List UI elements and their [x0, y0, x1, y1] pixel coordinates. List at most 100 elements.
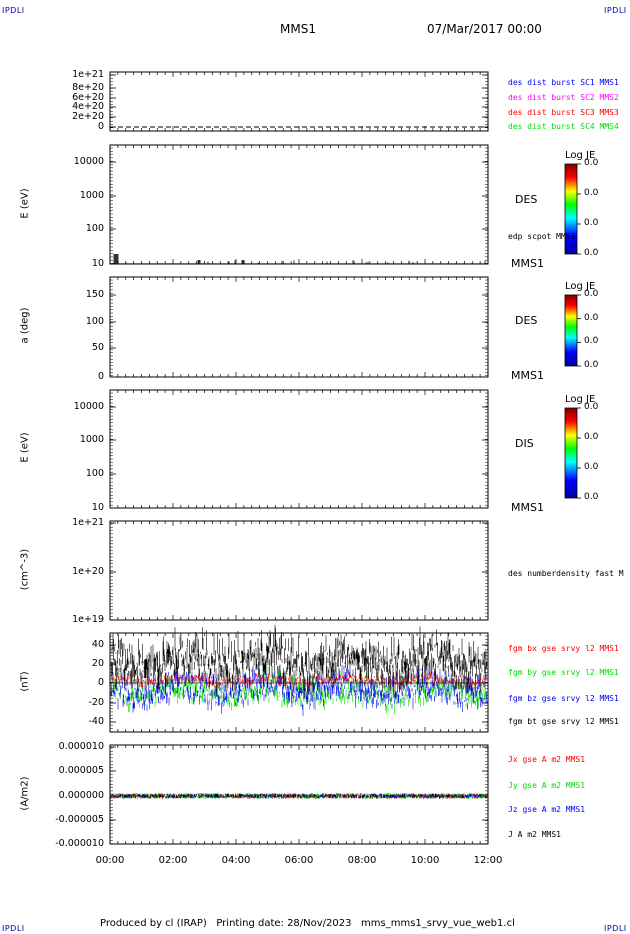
panel-frame — [109, 144, 489, 265]
y-axis-label: a (deg) — [19, 307, 31, 344]
colorbar-tick-label: 0.0 — [584, 289, 599, 299]
legend-entry: fgm bz gse srvy l2 MMS1 — [508, 694, 619, 703]
y-tick-label: 1e+19 — [72, 614, 104, 625]
colorbar — [564, 407, 578, 499]
colorbar-tick-label: 0.0 — [584, 158, 599, 168]
y-tick-label: 4e+20 — [72, 101, 104, 112]
fgm-bt-trace — [110, 624, 487, 699]
spacecraft-label: MMS1 — [511, 257, 544, 270]
date-title: 07/Mar/2017 00:00 — [427, 22, 542, 36]
colorbar-tick-label: 0.0 — [584, 462, 599, 472]
y-tick-label: 8e+20 — [72, 82, 104, 93]
corner-mark-br: IPDLI — [604, 924, 627, 933]
corner-mark-tl: IPDLI — [2, 6, 25, 15]
footer-text: Produced by cl (IRAP) Printing date: 28/… — [100, 918, 515, 929]
y-tick-label: 40 — [91, 639, 104, 650]
colorbar-tick-label: 0.0 — [584, 218, 599, 228]
colorbar-tick-label: 0.0 — [584, 312, 599, 323]
panel-frame — [109, 520, 489, 621]
legend-entry: fgm bx gse srvy l2 MMS1 — [508, 644, 619, 653]
legend-entry: des dist burst SC2 MMS2 — [508, 93, 619, 102]
colorbar-title: Log JE — [565, 150, 596, 161]
spacecraft-label: MMS1 — [511, 369, 544, 382]
y-tick-label: -20 — [88, 697, 104, 708]
y-axis-label: (nT) — [19, 670, 31, 692]
y-axis-label: (A/m2) — [19, 775, 31, 811]
y-axis-label: (cm^-3) — [19, 548, 31, 590]
y-tick-label: 10000 — [73, 401, 104, 412]
colorbar-tick-label: 0.0 — [584, 402, 599, 412]
legend-entry: edp scpot MMS1 — [508, 232, 576, 241]
panel-frame — [109, 71, 489, 132]
corner-mark-tr: IPDLI — [604, 6, 627, 15]
y-tick-label: 1000 — [79, 434, 104, 445]
colorbar-tick-label: 0.0 — [584, 336, 599, 347]
y-tick-label: 100 — [85, 316, 104, 327]
x-tick-label: 00:00 — [95, 855, 125, 866]
x-tick-label: 10:00 — [410, 855, 440, 866]
panel-frame — [109, 276, 489, 378]
legend-entry: des dist burst SC3 MMS3 — [508, 108, 619, 117]
x-tick-label: 06:00 — [284, 855, 314, 866]
y-tick-label: 1000 — [79, 190, 104, 201]
colorbar-tick-label: 0.0 — [584, 248, 599, 258]
legend-entry: Jx gse A m2 MMS1 — [508, 755, 586, 764]
y-tick-label: 0 — [97, 371, 104, 382]
colorbar-tick-label: 0.0 — [584, 188, 599, 198]
legend-entry: fgm bt gse srvy l2 MMS1 — [508, 717, 619, 726]
y-axis-label: E (eV) — [19, 432, 31, 463]
legend-entry: des numberdensity fast M — [508, 569, 624, 578]
jz-trace — [110, 794, 488, 798]
legend-entry: fgm by gse srvy l2 MMS1 — [508, 668, 619, 677]
x-tick-label: 08:00 — [347, 855, 377, 866]
y-axis-label: E (eV) — [19, 187, 31, 219]
y-tick-label: 0 — [97, 121, 104, 132]
y-tick-label: 10 — [91, 502, 104, 513]
spacecraft-label: MMS1 — [511, 501, 544, 514]
y-tick-label: 6e+20 — [72, 92, 104, 103]
legend-entry: Jz gse A m2 MMS1 — [508, 805, 586, 814]
corner-mark-bl: IPDLI — [2, 924, 25, 933]
panel-frame — [109, 389, 489, 509]
y-tick-label: -40 — [88, 716, 104, 727]
y-tick-label: 20 — [91, 658, 104, 669]
colorbar-title: Log JE — [565, 281, 596, 292]
colorbar-title: Log JE — [565, 394, 596, 405]
y-tick-label: 1e+21 — [72, 69, 104, 80]
legend-entry: des dist burst SC1 MMS1 — [508, 78, 619, 87]
fgm-bx-trace — [110, 671, 487, 689]
y-tick-label: 150 — [85, 289, 104, 300]
x-tick-label: 02:00 — [158, 855, 188, 866]
y-tick-label: 1e+20 — [72, 566, 104, 577]
instrument-label: DIS — [515, 437, 534, 450]
y-tick-label: 2e+20 — [72, 111, 104, 122]
y-tick-label: -0.000010 — [55, 838, 104, 849]
legend-entry: Jy gse A m2 MMS1 — [508, 781, 586, 790]
colorbar-tick-label: 0.0 — [584, 360, 599, 370]
y-tick-label: 100 — [85, 468, 104, 479]
jx-trace — [110, 793, 488, 799]
jy-trace — [110, 793, 488, 799]
y-tick-label: 0.000000 — [58, 790, 104, 801]
y-tick-label: 10 — [91, 258, 104, 269]
y-tick-label: 10000 — [73, 156, 104, 167]
y-tick-label: -0.000005 — [55, 814, 104, 825]
y-tick-label: 1e+21 — [72, 517, 104, 528]
y-tick-label: 50 — [91, 342, 104, 353]
scpot-trace — [109, 254, 488, 264]
instrument-label: DES — [515, 314, 538, 327]
x-tick-label: 04:00 — [221, 855, 251, 866]
y-tick-label: 0 — [97, 677, 104, 688]
colorbar-tick-label: 0.0 — [584, 432, 599, 442]
y-tick-label: 100 — [85, 223, 104, 234]
instrument-label: DES — [515, 193, 538, 206]
colorbar — [564, 163, 578, 255]
j-trace — [110, 793, 488, 799]
colorbar-tick-label: 0.0 — [584, 492, 599, 502]
y-tick-label: 0.000010 — [58, 741, 104, 752]
legend-entry: J A m2 MMS1 — [508, 830, 561, 839]
legend-entry: des dist burst SC4 MMS4 — [508, 122, 619, 131]
spacecraft-title: MMS1 — [280, 22, 316, 36]
colorbar — [564, 294, 578, 367]
